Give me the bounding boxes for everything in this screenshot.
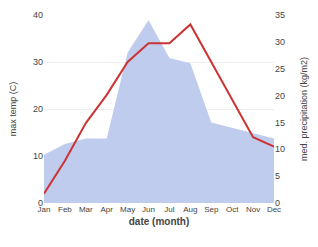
svg-text:Jun: Jun	[142, 205, 155, 214]
svg-text:Oct: Oct	[226, 205, 239, 214]
svg-text:date (month): date (month)	[129, 216, 190, 227]
svg-text:Mar: Mar	[79, 205, 93, 214]
svg-text:40: 40	[33, 10, 43, 20]
svg-text:30: 30	[275, 37, 285, 47]
svg-text:0: 0	[38, 198, 43, 208]
svg-text:Aug: Aug	[183, 205, 197, 214]
svg-text:20: 20	[33, 104, 43, 114]
svg-text:10: 10	[275, 144, 285, 154]
svg-text:35: 35	[275, 10, 285, 20]
svg-text:Sep: Sep	[204, 205, 219, 214]
svg-text:Dec: Dec	[267, 205, 281, 214]
svg-text:Nov: Nov	[246, 205, 260, 214]
svg-text:25: 25	[275, 64, 285, 74]
svg-text:30: 30	[33, 57, 43, 67]
svg-text:10: 10	[33, 151, 43, 161]
svg-text:med. precipitation (kg/m2): med. precipitation (kg/m2)	[299, 57, 309, 161]
svg-text:Jul: Jul	[164, 205, 174, 214]
svg-text:Feb: Feb	[58, 205, 72, 214]
svg-text:Jan: Jan	[38, 205, 51, 214]
svg-text:May: May	[120, 205, 135, 214]
svg-text:0: 0	[275, 198, 280, 208]
svg-text:15: 15	[275, 118, 285, 128]
svg-text:5: 5	[275, 171, 280, 181]
svg-text:20: 20	[275, 91, 285, 101]
svg-text:Apr: Apr	[101, 205, 114, 214]
svg-text:max temp (C): max temp (C)	[8, 82, 18, 137]
